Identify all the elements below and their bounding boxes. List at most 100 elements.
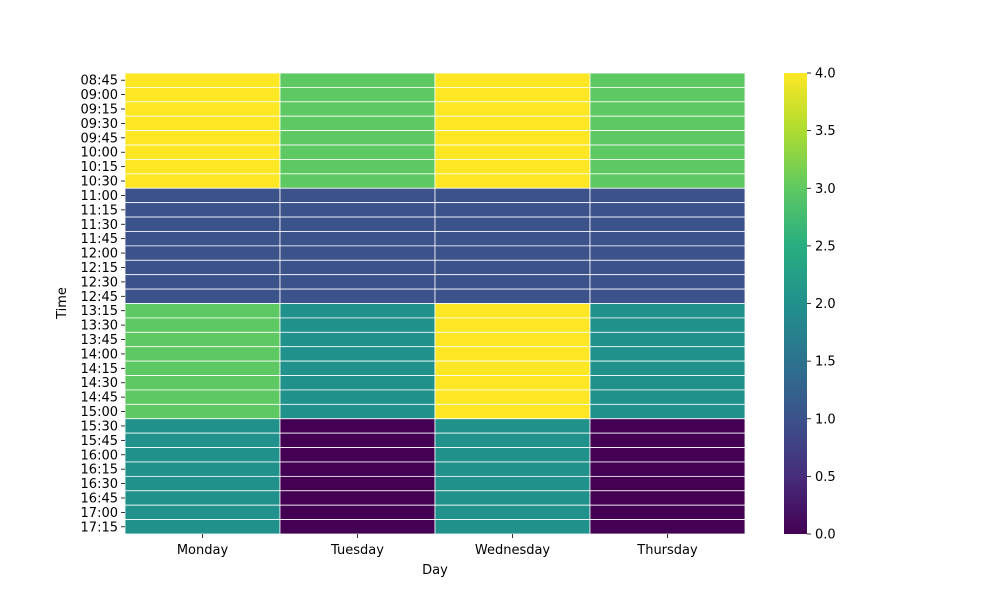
heatmap-cell — [124, 303, 281, 319]
y-tick-label: 11:15 — [81, 203, 118, 218]
heatmap-cell — [279, 432, 436, 448]
heatmap-cell — [589, 432, 746, 448]
y-tick-label: 09:45 — [81, 131, 118, 146]
heatmap-cell — [589, 259, 746, 276]
heatmap-cell — [434, 375, 591, 391]
heatmap-cell — [124, 360, 281, 376]
y-tick-label: 13:15 — [81, 304, 118, 319]
y-tick-label: 17:00 — [81, 506, 118, 521]
y-tick-label: 14:45 — [81, 391, 118, 406]
heatmap-cell — [124, 159, 281, 175]
heatmap-cell — [124, 389, 281, 405]
y-tick-label: 14:00 — [81, 347, 118, 362]
heatmap-cell — [589, 159, 746, 175]
heatmap-cell — [434, 360, 591, 376]
heatmap-cell — [434, 331, 591, 348]
heatmap-cell — [124, 101, 281, 117]
y-tick-label: 12:45 — [81, 290, 118, 305]
heatmap-cell — [434, 216, 591, 232]
heatmap-cell — [124, 375, 281, 391]
heatmap-cell — [434, 288, 591, 304]
heatmap-cell — [589, 115, 746, 132]
heatmap-cell — [279, 288, 436, 304]
heatmap-cell — [124, 490, 281, 506]
colorbar-tick-label: 2.5 — [815, 239, 836, 254]
heatmap-cell — [279, 519, 436, 535]
y-tick-label: 14:15 — [81, 362, 118, 377]
heatmap-cell — [589, 504, 746, 520]
heatmap-cell — [279, 274, 436, 290]
colorbar-gradient — [784, 73, 807, 534]
heatmap-cell — [279, 202, 436, 218]
colorbar-tick-label: 3.5 — [815, 124, 836, 139]
heatmap-cell — [434, 447, 591, 463]
heatmap-cell — [434, 101, 591, 117]
heatmap-cell — [434, 259, 591, 276]
colorbar-tick-label: 0.0 — [815, 528, 836, 543]
heatmap-cell — [589, 519, 746, 535]
heatmap-cell — [434, 346, 591, 362]
heatmap-cell — [589, 72, 746, 88]
heatmap-cell — [434, 159, 591, 175]
y-tick-label: 12:30 — [81, 275, 118, 290]
y-tick-label: 08:45 — [81, 74, 118, 89]
heatmap-cell — [279, 389, 436, 405]
y-tick-labels: 08:4509:0009:1509:3009:4510:0010:1510:30… — [81, 74, 125, 535]
x-tick-label: Wednesday — [475, 543, 551, 558]
heatmap-cell — [124, 432, 281, 448]
heatmap-cell — [589, 403, 746, 420]
heatmap-cell — [589, 101, 746, 117]
heatmap-cell — [279, 259, 436, 276]
heatmap-cell — [124, 403, 281, 420]
colorbar-tick-label: 4.0 — [815, 67, 836, 82]
heatmap-cell — [589, 130, 746, 146]
y-tick-label: 09:15 — [81, 103, 118, 118]
heatmap-cell — [279, 490, 436, 506]
heatmap-cell — [124, 504, 281, 520]
heatmap-cell — [279, 331, 436, 348]
heatmap-cell — [124, 72, 281, 88]
y-tick-label: 13:45 — [81, 333, 118, 348]
heatmap-cell — [589, 245, 746, 261]
heatmap-cell — [124, 475, 281, 492]
heatmap-cell — [279, 475, 436, 492]
heatmap-cell — [434, 475, 591, 492]
heatmap-cell — [589, 447, 746, 463]
y-tick-label: 15:30 — [81, 419, 118, 434]
heatmap-cell — [434, 519, 591, 535]
heatmap-cell — [589, 331, 746, 348]
heatmap-cell — [279, 173, 436, 189]
heatmap-cell — [124, 317, 281, 333]
heatmap-cell — [589, 418, 746, 434]
x-tick-label: Monday — [177, 543, 229, 558]
colorbar-tick-label: 2.0 — [815, 297, 836, 312]
heatmap-cell — [279, 72, 436, 88]
heatmap-cell — [124, 187, 281, 204]
heatmap-cell — [589, 389, 746, 405]
heatmap-cell — [124, 259, 281, 276]
heatmap-cell — [279, 447, 436, 463]
heatmap-cell — [279, 418, 436, 434]
heatmap-cell — [589, 87, 746, 103]
heatmap-cell — [279, 303, 436, 319]
heatmap-cell — [279, 245, 436, 261]
heatmap-cell — [589, 288, 746, 304]
heatmap-cell — [589, 231, 746, 247]
heatmap-cell — [589, 202, 746, 218]
y-tick-label: 16:30 — [81, 477, 118, 492]
heatmap-cell — [434, 245, 591, 261]
heatmap-cell — [279, 346, 436, 362]
heatmap-cell — [434, 403, 591, 420]
heatmap-cell — [279, 504, 436, 520]
heatmap-cell — [279, 101, 436, 117]
y-tick-label: 14:30 — [81, 376, 118, 391]
colorbar-tick-label: 3.0 — [815, 182, 836, 197]
heatmap-cell — [124, 461, 281, 477]
heatmap-cell — [434, 461, 591, 477]
colorbar-tick-label: 1.0 — [815, 412, 836, 427]
x-tick-labels: Monday Tuesday Wednesday Thursday — [177, 534, 698, 558]
heatmap-cell — [434, 202, 591, 218]
colorbar-tick-label: 1.5 — [815, 355, 836, 370]
heatmap-cell — [589, 216, 746, 232]
heatmap-cell — [589, 317, 746, 333]
